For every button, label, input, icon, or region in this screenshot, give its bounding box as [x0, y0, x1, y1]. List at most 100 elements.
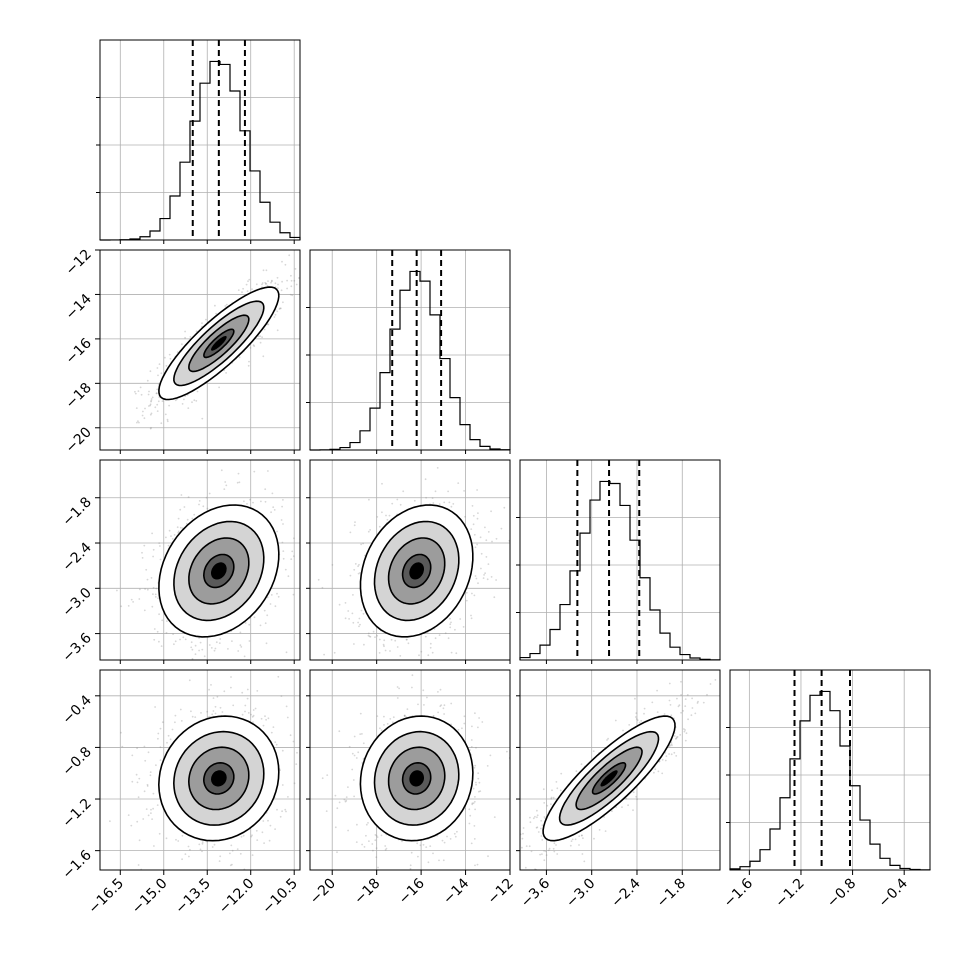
- scatter-point: [277, 283, 279, 286]
- scatter-point: [454, 835, 457, 838]
- scatter-point: [256, 690, 259, 692]
- scatter-point: [281, 280, 283, 283]
- scatter-point: [286, 716, 289, 719]
- scatter-point: [157, 737, 159, 740]
- scatter-point: [275, 743, 278, 746]
- scatter-point: [475, 783, 477, 786]
- scatter-point: [375, 834, 378, 837]
- scatter-point: [450, 723, 452, 726]
- scatter-point: [392, 721, 394, 724]
- scatter-point: [390, 638, 393, 641]
- scatter-point: [493, 816, 496, 818]
- scatter-point: [142, 410, 144, 413]
- scatter-point: [284, 263, 287, 266]
- histogram-panel-1: [306, 249, 511, 451]
- scatter-point: [238, 356, 241, 359]
- density-peak: [211, 770, 227, 787]
- scatter-point: [237, 289, 240, 291]
- scatter-point: [669, 744, 671, 747]
- density-shading: [158, 716, 279, 841]
- scatter-point: [376, 836, 379, 838]
- scatter-point: [185, 522, 188, 525]
- scatter-point: [296, 751, 298, 754]
- scatter-point: [429, 845, 432, 847]
- scatter-point: [191, 648, 194, 651]
- scatter-point: [223, 690, 226, 693]
- scatter-point: [423, 704, 425, 706]
- scatter-point: [116, 589, 118, 592]
- scatter-point: [362, 612, 365, 615]
- scatter-point: [158, 832, 161, 835]
- scatter-point: [406, 708, 409, 711]
- scatter-point: [208, 492, 211, 495]
- scatter-point: [206, 507, 209, 510]
- histogram-step-line: [309, 270, 511, 451]
- scatter-point: [301, 578, 303, 580]
- scatter-point: [141, 414, 144, 417]
- scatter-point: [266, 284, 269, 287]
- scatter-point: [165, 365, 168, 367]
- scatter-point: [477, 582, 479, 585]
- scatter-point: [261, 283, 263, 286]
- scatter-point: [474, 575, 477, 577]
- scatter-point: [200, 712, 202, 714]
- scatter-point: [252, 714, 255, 717]
- scatter-point: [272, 887, 274, 889]
- scatter-point: [248, 623, 251, 626]
- scatter-point: [282, 499, 284, 501]
- scatter-point: [457, 728, 460, 731]
- scatter-point: [474, 712, 476, 715]
- contour-line: [187, 746, 250, 811]
- scatter-point: [449, 617, 451, 620]
- scatter-point: [167, 734, 170, 737]
- scatter-point: [191, 715, 194, 718]
- scatter-frame-1-0: [99, 249, 301, 451]
- scatter-point: [201, 842, 204, 845]
- scatter-point: [278, 308, 281, 310]
- scatter-point: [127, 605, 130, 607]
- scatter-point: [113, 672, 115, 674]
- scatter-point: [281, 784, 284, 786]
- scatter-point: [376, 634, 378, 637]
- scatter-point: [427, 861, 430, 864]
- histogram-panel-3: [726, 669, 931, 871]
- scatter-point: [375, 856, 378, 859]
- scatter-point: [264, 283, 267, 285]
- scatter-point: [442, 707, 445, 710]
- scatter-point: [152, 807, 155, 810]
- scatter-point: [455, 652, 458, 655]
- scatter-point: [403, 714, 406, 717]
- scatter-point: [253, 616, 256, 619]
- scatter-point: [155, 392, 158, 395]
- scatter-point: [241, 691, 244, 694]
- scatter-point: [203, 655, 206, 658]
- contour-line: [401, 553, 432, 589]
- scatter-point: [260, 717, 263, 720]
- scatter-point: [478, 790, 480, 793]
- scatter-point: [536, 814, 539, 817]
- scatter-point: [183, 506, 186, 508]
- scatter-point: [471, 725, 473, 728]
- scatter-point: [121, 661, 123, 663]
- scatter-point: [475, 577, 478, 580]
- scatter-point: [289, 734, 292, 737]
- scatter-point: [683, 730, 686, 733]
- scatter-point: [472, 523, 475, 526]
- scatter-point: [351, 768, 354, 771]
- scatter-point: [376, 715, 379, 717]
- scatter-point: [684, 698, 687, 700]
- scatter-point: [291, 294, 294, 297]
- scatter-point: [146, 588, 149, 591]
- scatter-point: [146, 578, 149, 581]
- scatter-point: [389, 874, 391, 876]
- scatter-point: [367, 530, 370, 533]
- scatter-panel-3-2: [520, 670, 720, 870]
- scatter-point: [154, 406, 157, 409]
- scatter-point: [491, 540, 493, 543]
- scatter-point: [239, 852, 242, 855]
- scatter-point: [254, 707, 257, 710]
- scatter-point: [357, 751, 360, 754]
- scatter-point: [303, 761, 305, 763]
- scatter-point: [377, 866, 379, 869]
- scatter-point: [230, 676, 232, 678]
